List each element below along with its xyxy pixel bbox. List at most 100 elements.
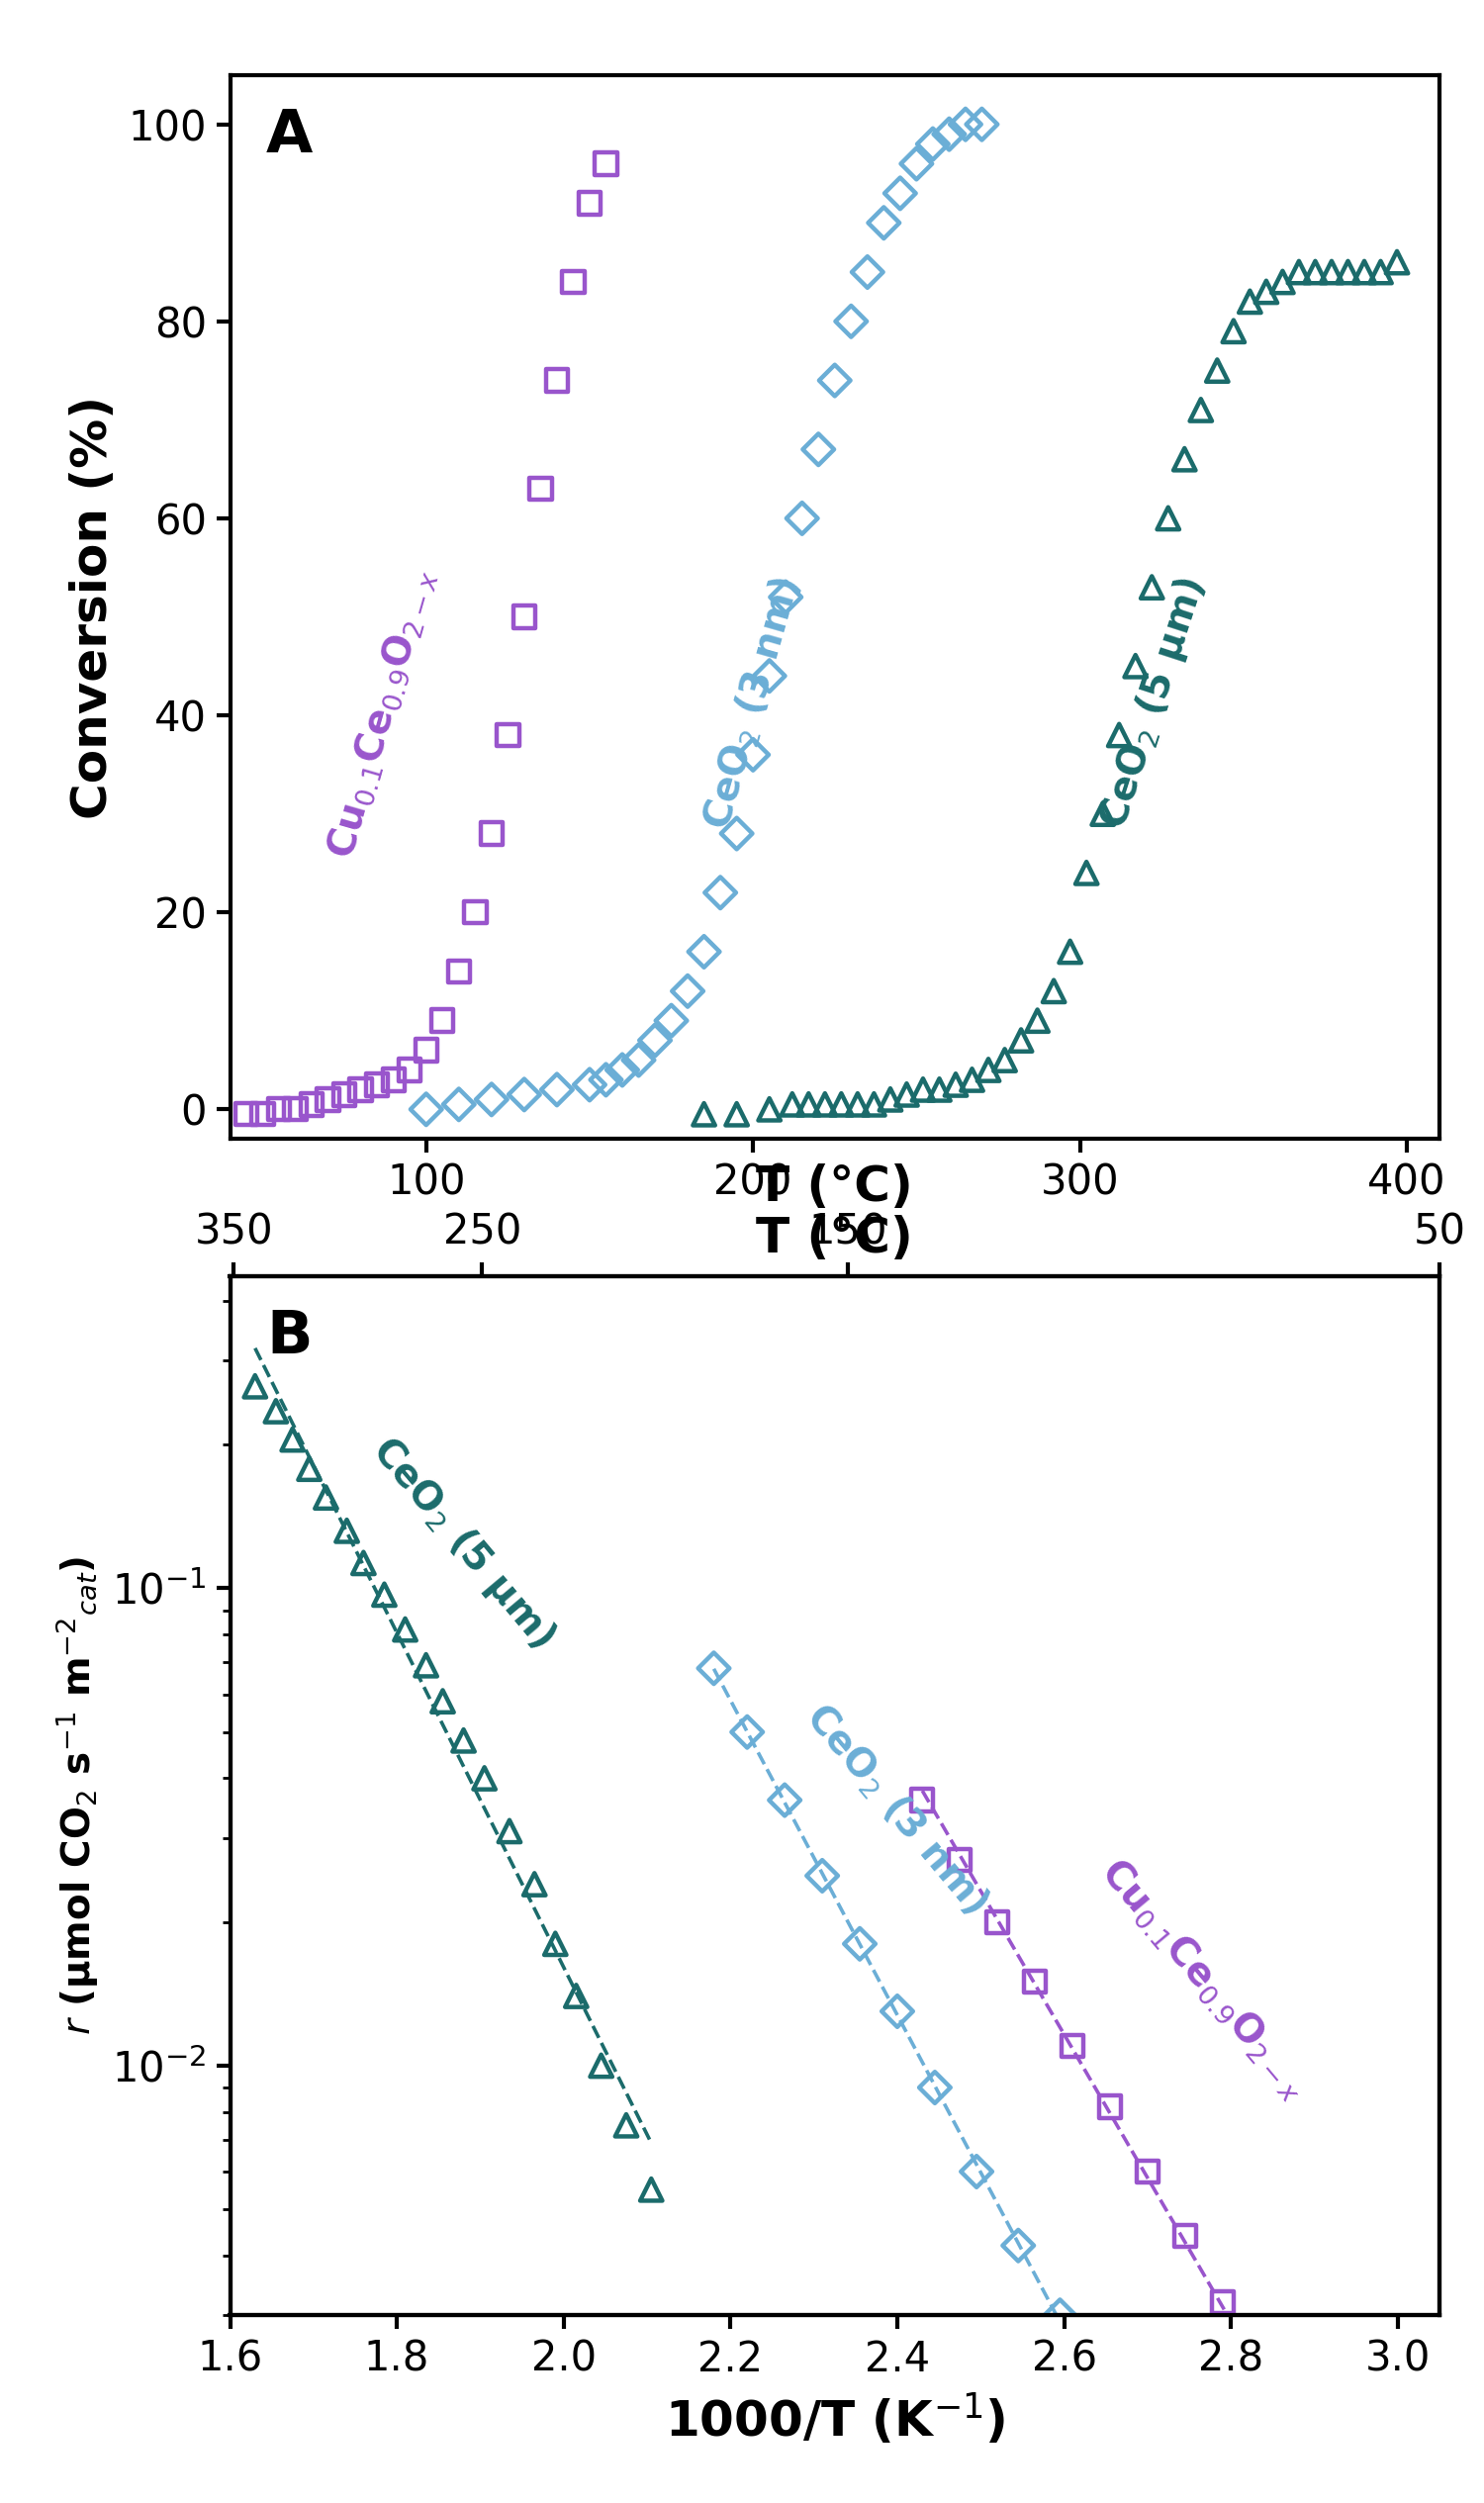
Point	[1368, 253, 1392, 293]
Point	[1248, 2350, 1272, 2390]
Point	[594, 143, 617, 183]
Point	[1058, 931, 1082, 971]
Point	[614, 2105, 638, 2145]
Point	[316, 1079, 340, 1119]
Point	[1048, 2295, 1071, 2335]
Point	[349, 1069, 372, 1109]
Point	[708, 874, 732, 914]
Point	[1352, 253, 1376, 293]
Point	[589, 2045, 613, 2085]
Point	[724, 1094, 748, 1134]
Point	[315, 1477, 338, 1517]
Point	[1140, 568, 1163, 608]
Point	[643, 1021, 666, 1061]
Point	[856, 253, 880, 293]
Point	[243, 1367, 267, 1407]
Y-axis label: Conversion (%): Conversion (%)	[70, 395, 117, 818]
Point	[264, 1392, 288, 1432]
Point	[922, 125, 945, 165]
Point	[1221, 310, 1245, 350]
Point	[414, 1089, 438, 1129]
Point	[393, 1609, 417, 1649]
Point	[430, 1001, 454, 1041]
Text: CeO$_2$ (3 nm): CeO$_2$ (3 nm)	[697, 573, 807, 833]
Point	[479, 1079, 503, 1119]
X-axis label: 1000/T (K$^{-1}$): 1000/T (K$^{-1}$)	[665, 2390, 1005, 2448]
Point	[806, 431, 830, 471]
Point	[781, 1084, 804, 1124]
Point	[335, 1512, 359, 1552]
Point	[300, 1084, 324, 1124]
Point	[1287, 253, 1310, 293]
Point	[497, 1812, 521, 1852]
Point	[545, 360, 568, 400]
Point	[414, 1031, 438, 1071]
Point	[430, 1682, 454, 1722]
Point	[928, 1069, 951, 1109]
Point	[610, 1049, 634, 1089]
Point	[971, 105, 994, 145]
Point	[905, 143, 929, 183]
Point	[1238, 283, 1261, 323]
Text: CeO$_2$ (3 nm): CeO$_2$ (3 nm)	[797, 1697, 996, 1922]
Point	[1107, 716, 1131, 756]
Point	[1074, 854, 1098, 894]
Point	[923, 2067, 947, 2108]
Point	[692, 931, 715, 971]
Point	[810, 1855, 834, 1895]
Point	[594, 1059, 617, 1099]
Point	[735, 1712, 758, 1752]
Point	[1061, 2025, 1085, 2065]
Point	[757, 656, 781, 696]
Point	[640, 2170, 663, 2210]
Point	[297, 1449, 321, 1489]
Point	[577, 183, 601, 223]
Point	[840, 300, 864, 340]
Point	[659, 1001, 683, 1041]
Point	[447, 951, 470, 991]
Text: CeO$_2$ (5 μm): CeO$_2$ (5 μm)	[1094, 573, 1214, 833]
Point	[985, 1902, 1009, 1942]
Point	[797, 1084, 821, 1124]
Point	[895, 1074, 919, 1114]
Point	[352, 1542, 375, 1582]
Point	[1189, 390, 1212, 431]
X-axis label: T (°C): T (°C)	[757, 1214, 913, 1262]
Point	[675, 971, 699, 1011]
Point	[332, 1074, 356, 1114]
Point	[372, 1574, 396, 1614]
Point	[976, 1049, 1000, 1089]
Point	[479, 813, 503, 854]
Point	[451, 1720, 475, 1760]
Point	[1091, 793, 1114, 833]
Point	[911, 1780, 935, 1820]
Point	[862, 1084, 886, 1124]
Point	[822, 360, 846, 400]
Point	[528, 468, 552, 508]
Point	[283, 1089, 307, 1129]
Point	[463, 891, 487, 931]
Point	[1254, 273, 1278, 313]
Point	[626, 1041, 650, 1081]
Point	[757, 1089, 781, 1129]
Point	[543, 1925, 567, 1965]
Point	[948, 1840, 972, 1880]
Point	[545, 1069, 568, 1109]
X-axis label: T (°C): T (°C)	[757, 1164, 913, 1211]
Point	[938, 115, 962, 155]
Point	[911, 1069, 935, 1109]
Text: B: B	[266, 1307, 312, 1367]
Point	[773, 578, 797, 618]
Point	[1135, 2153, 1159, 2193]
Point	[1211, 2283, 1235, 2323]
Point	[702, 1649, 726, 1690]
Point	[1009, 1021, 1033, 1061]
Point	[1336, 253, 1359, 293]
Text: A: A	[266, 108, 313, 165]
Point	[1042, 971, 1066, 1011]
Point	[944, 1064, 968, 1104]
Point	[813, 1084, 837, 1124]
Point	[724, 813, 748, 854]
Point	[773, 1780, 797, 1820]
Point	[1319, 253, 1343, 293]
